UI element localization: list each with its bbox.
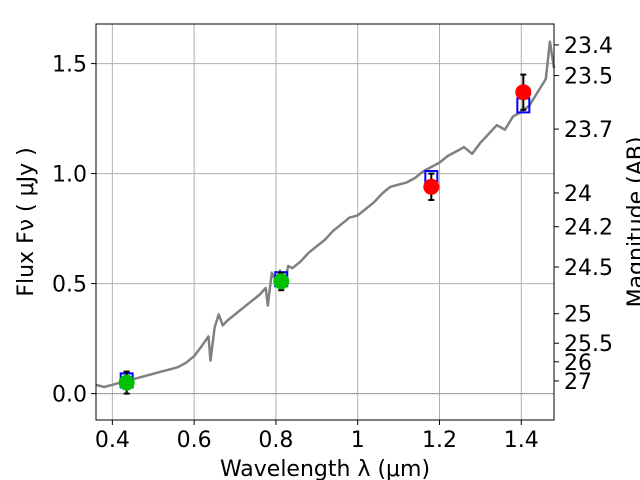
y-tick-label: 0.0 bbox=[52, 383, 87, 408]
x-tick-label: 0.8 bbox=[258, 428, 293, 453]
magnitude-tick-label: 26 bbox=[564, 351, 592, 376]
x-axis-label: Wavelength λ (μm) bbox=[220, 457, 430, 480]
magnitude-tick-label: 23.5 bbox=[564, 65, 613, 90]
y-tick-label: 1.5 bbox=[52, 53, 87, 78]
x-tick-label: 1.4 bbox=[504, 428, 539, 453]
spectrum-line bbox=[95, 40, 556, 389]
data-point bbox=[423, 178, 440, 195]
right-axis-label: Magnitude (AB) bbox=[624, 137, 640, 308]
magnitude-tick-label: 23.4 bbox=[564, 34, 613, 59]
magnitude-tick-label: 27 bbox=[564, 370, 592, 395]
x-tick-label: 1 bbox=[351, 428, 365, 453]
data-point bbox=[118, 374, 135, 391]
x-tick-label: 0.6 bbox=[177, 428, 212, 453]
data-point bbox=[273, 273, 290, 290]
plot-background bbox=[96, 24, 554, 420]
x-tick-label: 0.4 bbox=[95, 428, 130, 453]
y-axis-ticks: 0.0 0.5 1.0 1.5 bbox=[52, 53, 96, 408]
magnitude-tick-label: 25 bbox=[564, 303, 592, 328]
observed-photometry-series bbox=[118, 84, 532, 391]
magnitude-tick-label: 24.2 bbox=[564, 216, 613, 241]
data-point bbox=[515, 84, 532, 101]
y-tick-label: 1.0 bbox=[52, 163, 87, 188]
plot-frame bbox=[95, 23, 555, 421]
spectrum-series bbox=[95, 40, 556, 389]
y-axis-label: Flux Fν ( μJy ) bbox=[14, 147, 39, 296]
y-tick-label: 0.5 bbox=[52, 273, 87, 298]
x-axis-ticks: 0.4 0.6 0.8 1 1.2 1.4 bbox=[95, 420, 539, 453]
magnitude-tick-label: 25.5 bbox=[564, 332, 613, 357]
magnitude-tick-label: 24 bbox=[564, 182, 592, 207]
x-tick-label: 1.2 bbox=[422, 428, 457, 453]
magnitude-tick-label: 23.7 bbox=[564, 118, 613, 143]
magnitude-tick-label: 24.5 bbox=[564, 256, 613, 281]
